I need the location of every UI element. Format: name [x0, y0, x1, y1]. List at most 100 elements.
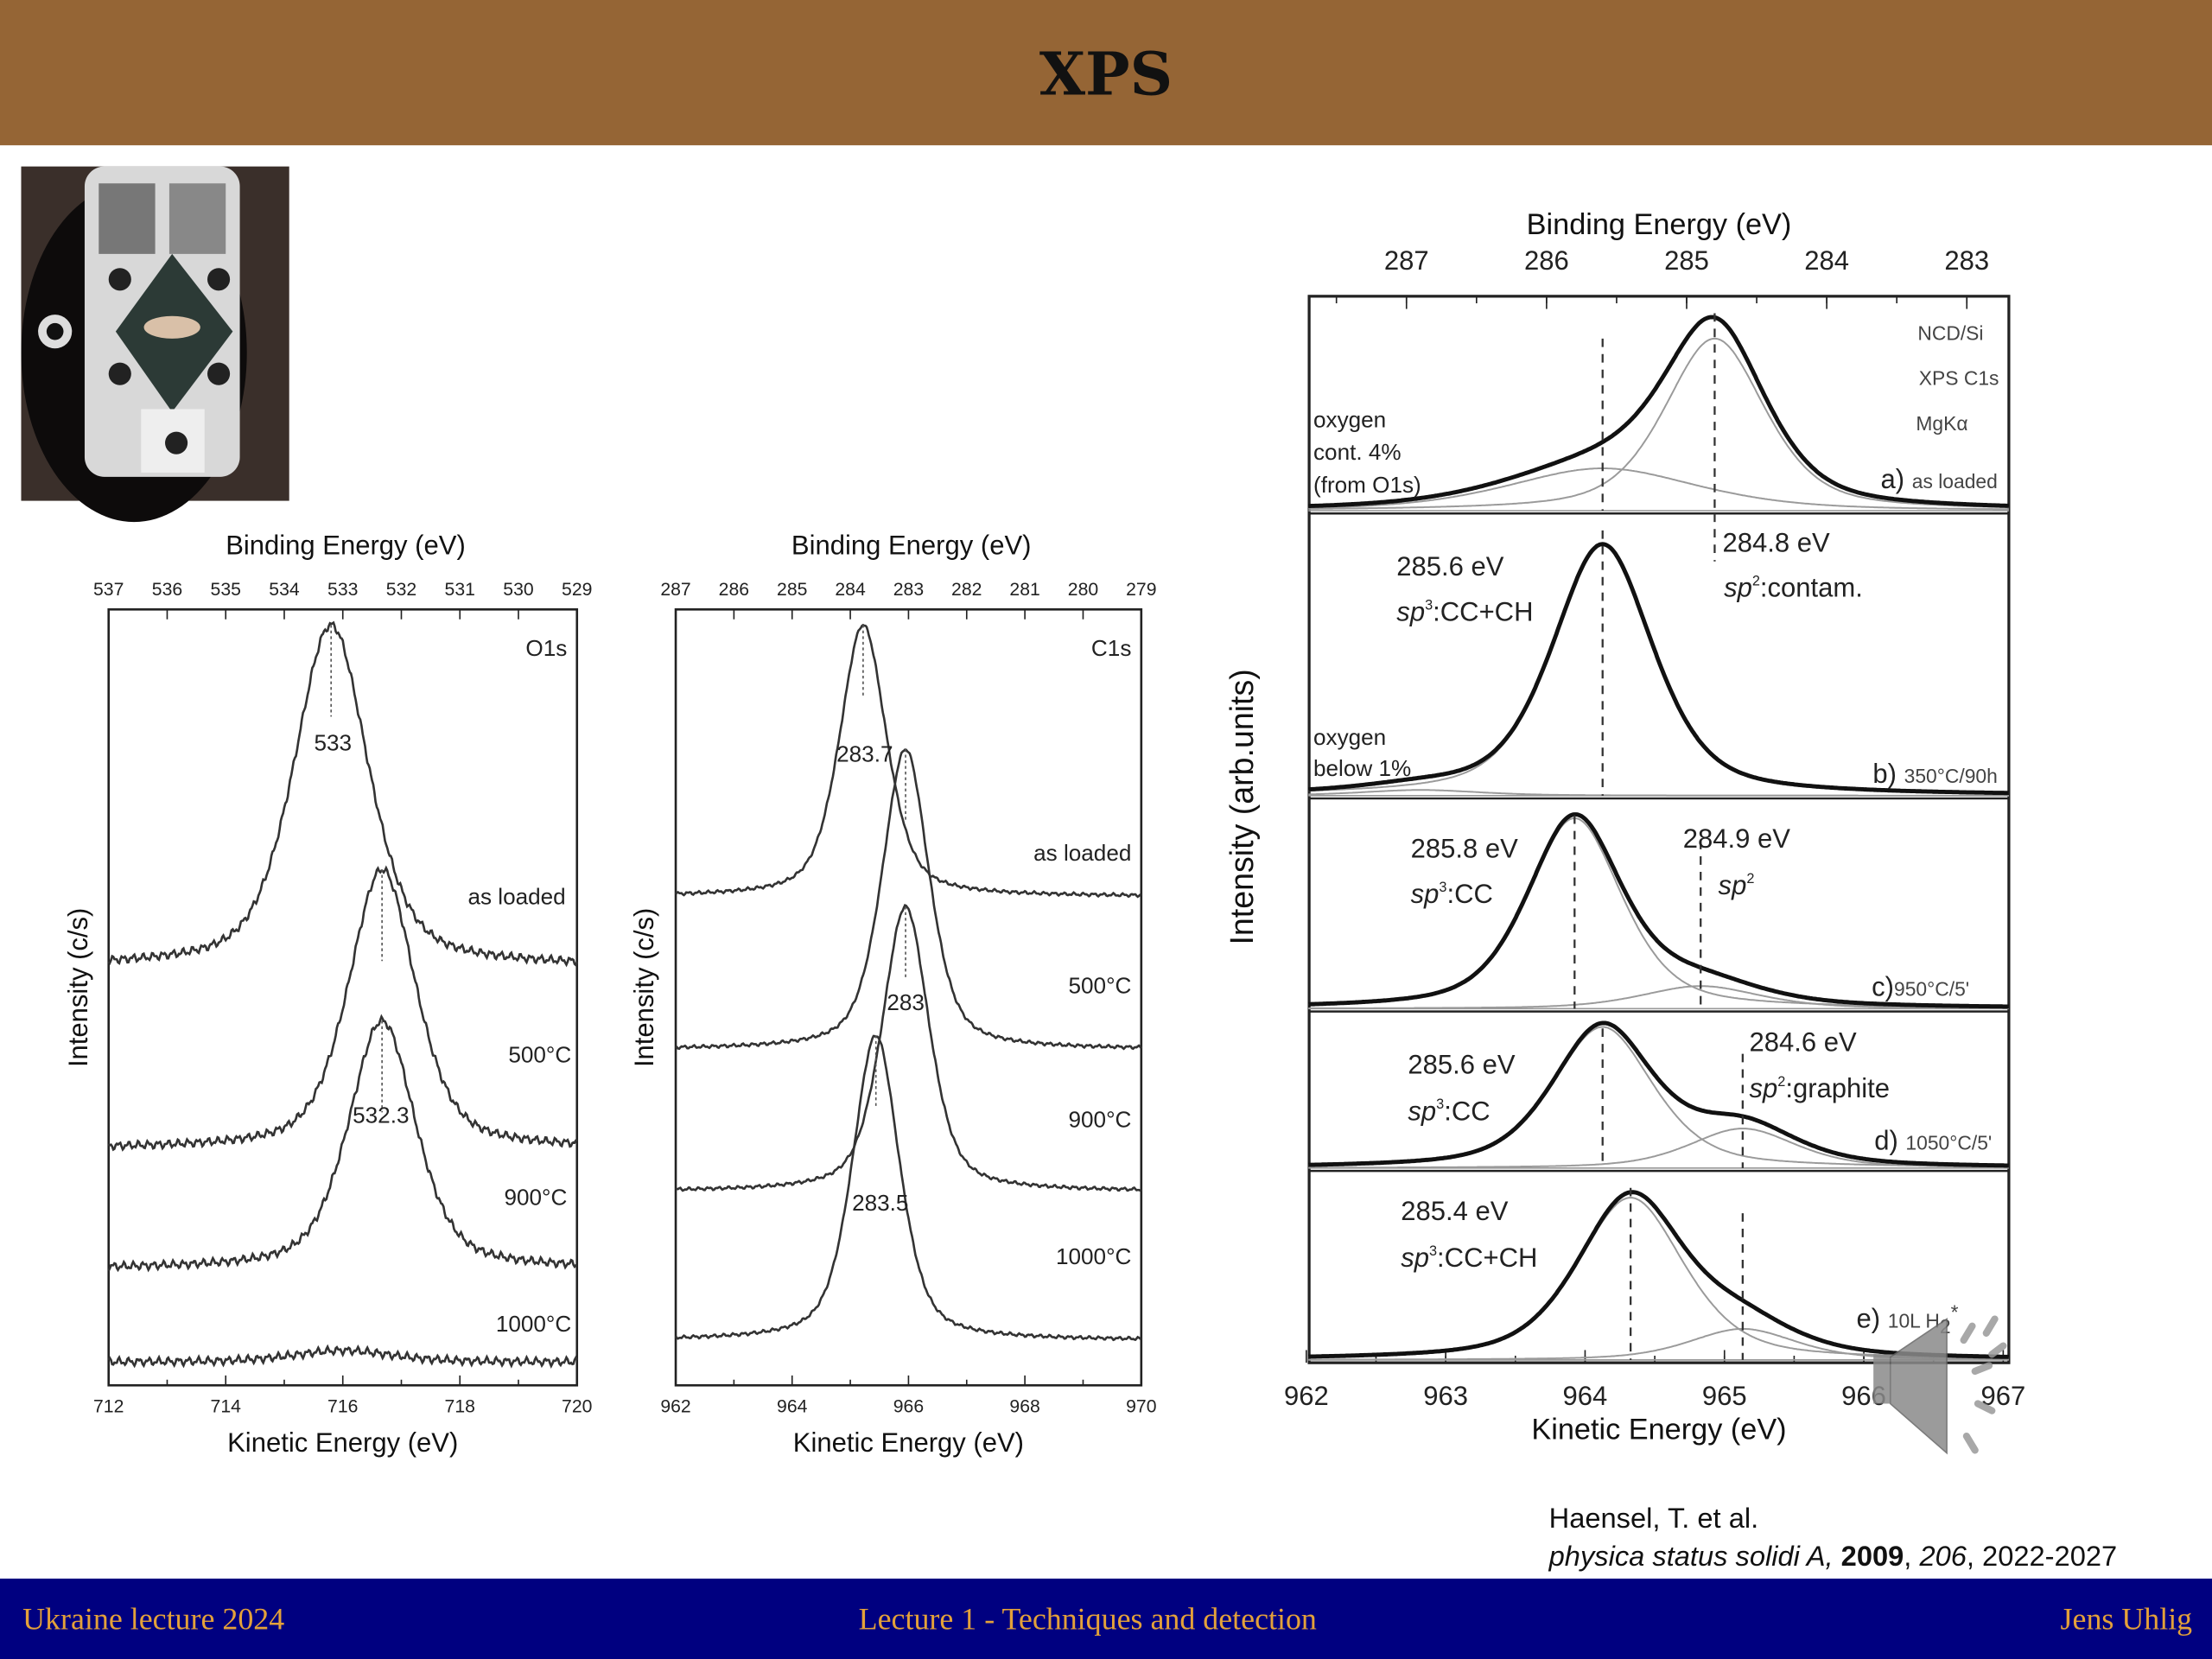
c1s-top-axis-label: Binding Energy (eV) [791, 531, 1032, 561]
citation-reference: physica status solidi A, 2009, 206, 2022… [1548, 1540, 2118, 1572]
o1s-top-axis-label: Binding Energy (eV) [226, 531, 466, 561]
o1s-title: O1s [525, 635, 567, 661]
fit-component-line [1308, 985, 2009, 1009]
legend-technique: XPS C1s [1919, 367, 1999, 390]
panel-a-label: a) as loaded [1881, 464, 1998, 494]
x2-tick-label: 535 [211, 580, 241, 600]
panel-e-label: e) 10L H2* [1857, 1301, 1959, 1338]
x2-tick-label: 283 [893, 580, 924, 600]
x-tick-label: 720 [562, 1396, 592, 1416]
c1s-y-axis-label: Intensity (c/s) [629, 908, 659, 1067]
c1s-bottom-axis-label: Kinetic Energy (eV) [793, 1427, 1024, 1458]
x2-tick-label: 532 [386, 580, 416, 600]
x2-tick-label: 537 [93, 580, 124, 600]
x2-tick-label: 285 [777, 580, 807, 600]
footer-course: Ukraine lecture 2024 [22, 1602, 284, 1637]
panel-b-note: below 1% [1313, 755, 1411, 781]
x2-tick-label: 287 [660, 580, 690, 600]
peak-energy-label: 284.9 eV [1683, 823, 1790, 854]
x2-tick-label: 286 [719, 580, 749, 600]
o1s-series-label: 500°C [508, 1041, 571, 1067]
legend-sample: NCD/Si [1917, 321, 1983, 344]
panel-b-note: oxygen [1313, 724, 1386, 750]
o1s-y-axis-label: Intensity (c/s) [63, 908, 93, 1067]
x2-tick-label: 281 [1009, 580, 1039, 600]
series-line-1 [675, 748, 1142, 1051]
fit-component-line [1308, 789, 2009, 797]
panel-d-label: d) 1050°C/5' [1874, 1126, 1992, 1156]
footer-bar [0, 1578, 2212, 1659]
x-tick-label: 712 [93, 1396, 124, 1416]
x2-tick-label: 530 [503, 580, 533, 600]
spectrum-line [1308, 315, 2009, 509]
panel-c-label: c)950°C/5' [1872, 972, 1969, 1002]
x2-tick-label: 534 [269, 580, 300, 600]
c1s-chart: 962 964 966 968 970 287 286 285 284 283 282 281 280 2… [660, 580, 1156, 1416]
slide-title: XPS [1039, 40, 1173, 109]
x-tick-label: 966 [893, 1396, 924, 1416]
x-tick-label: 716 [327, 1396, 358, 1416]
series-line-0 [674, 623, 1141, 899]
x2-tick-label: 287 [1384, 245, 1429, 276]
speaker-icon[interactable] [1873, 1315, 2007, 1455]
c1s-annotation: 283.7 [836, 741, 893, 767]
o1s-chart: 712 714 716 718 720 537 536 535 534 533 532 531 530 5… [93, 580, 592, 1416]
fit-component-line [1308, 337, 2009, 510]
o1s-bottom-axis-label: Kinetic Energy (eV) [227, 1427, 458, 1458]
x-tick-label: 964 [777, 1396, 808, 1416]
c1s-series-label: 500°C [1069, 972, 1132, 998]
header-bar [0, 0, 2212, 146]
panel-a-note: (from O1s) [1313, 472, 1421, 498]
peak-assignment-label: sp2:contam. [1724, 573, 1863, 603]
fit-component-line [1308, 467, 2009, 511]
footer-lecture: Lecture 1 - Techniques and detection [859, 1602, 1317, 1637]
panel-a-note: cont. 4% [1313, 439, 1402, 465]
peak-assignment-label: sp2 [1719, 870, 1755, 900]
x2-tick-label: 536 [152, 580, 182, 600]
x2-tick-label: 533 [327, 580, 358, 600]
citation-authors: Haensel, T. et al. [1549, 1502, 1759, 1534]
fit-bottom-axis-label: Kinetic Energy (eV) [1531, 1413, 1786, 1446]
x2-tick-label: 283 [1944, 245, 1989, 276]
c1s-series-label: 1000°C [1056, 1243, 1131, 1269]
series-line-2 [675, 904, 1142, 1192]
series-line-3 [107, 1344, 578, 1369]
spectrum-line [1308, 1020, 2009, 1168]
c1s-series-label: 900°C [1069, 1106, 1132, 1132]
series-line-2 [107, 1014, 578, 1273]
x2-tick-label: 280 [1068, 580, 1098, 600]
x-tick-label: 962 [660, 1396, 690, 1416]
peak-assignment-label: sp3:CC [1411, 879, 1493, 909]
x-tick-label: 962 [1284, 1381, 1329, 1411]
spectrum-line [1308, 542, 2009, 796]
series-line-1 [107, 865, 578, 1152]
peak-energy-label: 284.8 eV [1722, 527, 1829, 557]
o1s-series-label: 900°C [504, 1184, 567, 1210]
fit-y-axis-label: Intensity (arb.units) [1224, 669, 1260, 944]
sample-holder-photo [21, 166, 289, 523]
c1s-title: C1s [1091, 635, 1131, 661]
x2-tick-label: 284 [1804, 245, 1849, 276]
series-line-3 [674, 1034, 1141, 1342]
o1s-annotation: 532.3 [353, 1103, 409, 1128]
o1s-series-label: 1000°C [496, 1311, 571, 1337]
peak-assignment-label: sp3:CC+CH [1401, 1243, 1537, 1273]
x-tick-label: 965 [1702, 1381, 1747, 1411]
x2-tick-label: 531 [445, 580, 475, 600]
x-tick-label: 968 [1009, 1396, 1039, 1416]
x-tick-label: 970 [1126, 1396, 1156, 1416]
peak-energy-label: 285.6 eV [1408, 1049, 1515, 1079]
fit-component-line [1308, 543, 2009, 794]
peak-assignment-label: sp3:CC+CH [1396, 596, 1533, 626]
fit-component-line [1308, 1128, 2009, 1169]
x-tick-label: 718 [445, 1396, 475, 1416]
peak-energy-label: 284.6 eV [1749, 1027, 1856, 1057]
peak-assignment-label: sp2:graphite [1749, 1073, 1890, 1103]
plot-frame [1307, 295, 2011, 1364]
o1s-annotation: 533 [315, 730, 353, 756]
c1s-annotation: 283 [887, 989, 925, 1015]
footer-author: Jens Uhlig [2061, 1602, 2193, 1637]
x2-tick-label: 284 [835, 580, 866, 600]
